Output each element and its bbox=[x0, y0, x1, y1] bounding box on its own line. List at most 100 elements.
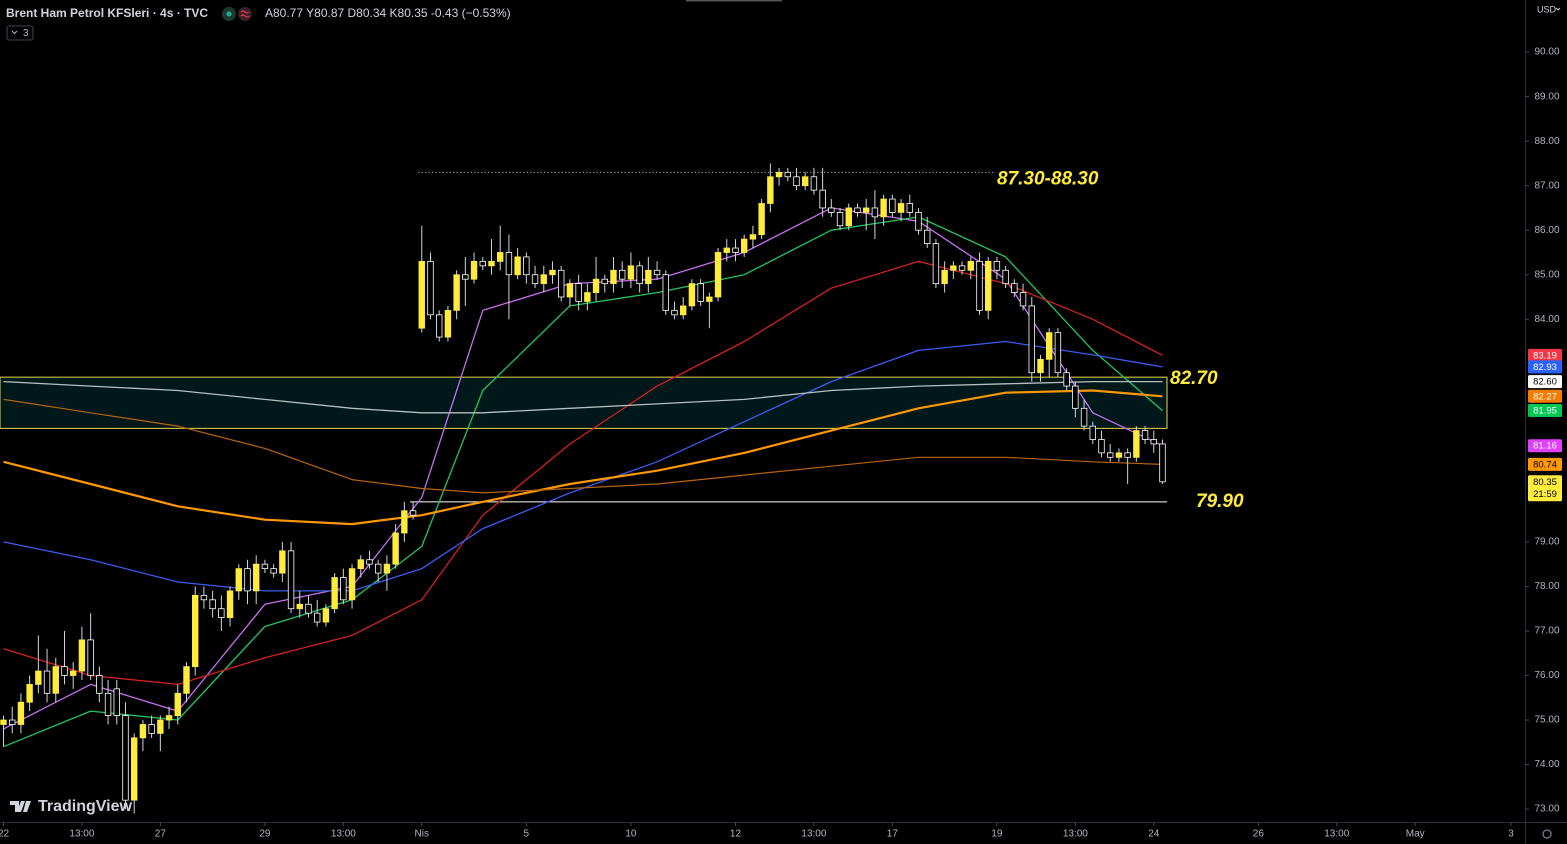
x-tick-label: 13:00 bbox=[801, 829, 826, 840]
candle-body bbox=[357, 559, 364, 570]
candle-body bbox=[261, 563, 269, 570]
candle-body bbox=[854, 207, 861, 213]
x-tick-label: 26 bbox=[1253, 829, 1265, 840]
candle-body bbox=[1107, 452, 1114, 458]
candle-body bbox=[418, 260, 425, 329]
candle-body bbox=[348, 568, 356, 601]
candle-body bbox=[610, 269, 617, 285]
candle-body bbox=[322, 608, 330, 623]
ma-line bbox=[3, 389, 1163, 526]
candle-body bbox=[802, 176, 809, 187]
x-tick-label: May bbox=[1406, 829, 1425, 840]
candle-body bbox=[566, 283, 574, 298]
annotation-label: 82.70 bbox=[1170, 368, 1218, 389]
candle-body bbox=[653, 269, 661, 276]
candle-body bbox=[514, 256, 521, 276]
candle-body bbox=[871, 207, 879, 218]
plot-area bbox=[0, 163, 1168, 814]
candle-body bbox=[976, 260, 983, 311]
y-tick-label: 85.00 bbox=[1534, 269, 1559, 280]
indicator-toggle[interactable] bbox=[6, 25, 34, 41]
currency[interactable]: USD bbox=[1537, 4, 1557, 14]
alert-icon bbox=[238, 7, 252, 21]
candle-body bbox=[488, 260, 495, 267]
x-tick-label: 22 bbox=[0, 829, 9, 840]
candle-body bbox=[906, 203, 913, 213]
candle-body bbox=[1028, 305, 1035, 374]
candle-body bbox=[575, 283, 582, 302]
price-badge-label: 80.35 bbox=[1533, 477, 1557, 488]
y-tick-label: 77.00 bbox=[1534, 626, 1559, 637]
candle-body bbox=[96, 675, 103, 694]
x-tick-label: 10 bbox=[625, 829, 637, 840]
candle-body bbox=[157, 719, 164, 734]
candle-body bbox=[601, 278, 608, 285]
zone bbox=[0, 376, 1168, 429]
x-tick-label: 13:00 bbox=[331, 829, 356, 840]
status-dot bbox=[226, 11, 232, 17]
candle-body bbox=[331, 577, 338, 610]
y-tick-label: 84.00 bbox=[1534, 314, 1559, 325]
candle-body bbox=[427, 260, 434, 316]
candle-body bbox=[374, 563, 382, 574]
price-badge bbox=[1528, 404, 1562, 418]
candle-body bbox=[775, 171, 783, 178]
price-badge bbox=[1528, 439, 1562, 453]
candle-body bbox=[897, 203, 905, 213]
candle-body bbox=[915, 212, 922, 231]
candle-body bbox=[985, 260, 992, 311]
price-badge bbox=[1528, 389, 1562, 403]
candle-body bbox=[244, 568, 251, 592]
candle-body bbox=[880, 198, 887, 218]
candle-body bbox=[924, 229, 931, 244]
top-handle bbox=[686, 0, 782, 2]
candle-body bbox=[252, 563, 260, 592]
x-tick-label: 27 bbox=[155, 829, 167, 840]
candle-body bbox=[549, 269, 556, 276]
candle-body bbox=[645, 269, 652, 285]
candle-body bbox=[967, 260, 974, 271]
candle-body bbox=[932, 243, 940, 285]
settings-button[interactable] bbox=[1542, 829, 1552, 839]
candle-body bbox=[148, 724, 155, 734]
candle-body bbox=[479, 260, 486, 267]
price-badge bbox=[1528, 375, 1562, 389]
candle-body bbox=[810, 176, 818, 191]
ohlc-values: A80.77 Y80.87 D80.34 K80.35 -0.43 (−0.53… bbox=[265, 6, 511, 20]
candle-body bbox=[1133, 430, 1140, 458]
x-tick-label: 13:00 bbox=[1063, 829, 1088, 840]
candle-body bbox=[793, 176, 800, 187]
candle-body bbox=[17, 701, 25, 725]
y-tick-label: 79.00 bbox=[1534, 537, 1559, 548]
candle-body bbox=[627, 265, 635, 280]
countdown: 21:59 bbox=[1533, 489, 1557, 500]
x-tick-label: 17 bbox=[887, 829, 899, 840]
candle-body bbox=[741, 238, 748, 253]
price-badge-label: 80.74 bbox=[1533, 459, 1557, 470]
annotation-label: 87.30-88.30 bbox=[997, 168, 1099, 189]
candle-body bbox=[558, 269, 565, 298]
candle-body bbox=[1098, 439, 1105, 454]
candle-body bbox=[505, 252, 513, 276]
candle-body bbox=[784, 171, 791, 178]
candle-body bbox=[889, 198, 896, 213]
candle-body bbox=[1072, 385, 1079, 409]
candle-body bbox=[401, 510, 408, 534]
y-tick-label: 74.00 bbox=[1534, 759, 1559, 770]
candle-body bbox=[462, 274, 469, 280]
annotation-label: 79.90 bbox=[1196, 491, 1244, 512]
candle-body bbox=[26, 684, 33, 703]
y-tick-label: 76.00 bbox=[1534, 670, 1559, 681]
candle-body bbox=[296, 603, 303, 610]
x-tick-label: Nis bbox=[415, 829, 429, 840]
candle-body bbox=[1019, 292, 1027, 307]
y-tick-label: 89.00 bbox=[1534, 91, 1559, 102]
candle-body bbox=[496, 252, 504, 262]
chevron bbox=[11, 30, 18, 35]
ma-line bbox=[3, 380, 1163, 414]
candle-body bbox=[200, 594, 208, 601]
candle-body bbox=[767, 176, 774, 204]
candle-body bbox=[218, 608, 225, 619]
candle-body bbox=[313, 612, 321, 623]
price-badge-label: 82.93 bbox=[1533, 362, 1557, 373]
